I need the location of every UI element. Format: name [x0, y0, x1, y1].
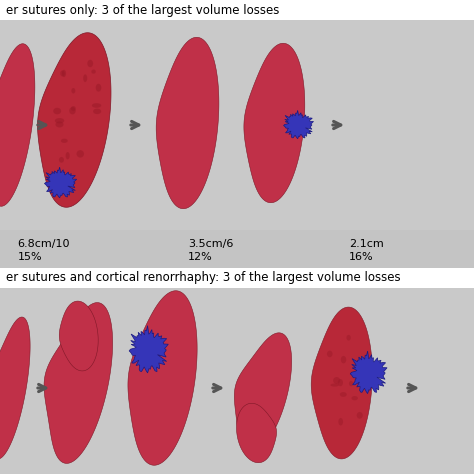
PathPatch shape	[37, 33, 111, 207]
Text: 16%: 16%	[349, 252, 374, 263]
Ellipse shape	[61, 139, 68, 143]
Ellipse shape	[69, 107, 76, 114]
Text: 15%: 15%	[18, 252, 42, 263]
PathPatch shape	[237, 403, 276, 463]
PathPatch shape	[244, 43, 305, 203]
Ellipse shape	[346, 335, 351, 341]
Ellipse shape	[83, 74, 87, 82]
PathPatch shape	[234, 333, 292, 453]
Ellipse shape	[338, 379, 343, 386]
Bar	[0, 0, 474, 20]
Ellipse shape	[359, 375, 365, 379]
Ellipse shape	[65, 152, 70, 159]
PathPatch shape	[128, 291, 197, 465]
Ellipse shape	[93, 109, 101, 114]
PathPatch shape	[44, 302, 113, 464]
Ellipse shape	[340, 392, 347, 397]
Bar	[0, 288, 474, 474]
PathPatch shape	[0, 44, 35, 206]
Ellipse shape	[59, 157, 64, 163]
Text: 6.8cm/10: 6.8cm/10	[18, 239, 70, 249]
Ellipse shape	[55, 121, 64, 128]
Ellipse shape	[333, 377, 340, 384]
Ellipse shape	[96, 84, 101, 91]
Ellipse shape	[351, 396, 358, 401]
Ellipse shape	[349, 381, 353, 386]
Ellipse shape	[62, 70, 66, 77]
PathPatch shape	[311, 307, 372, 459]
Ellipse shape	[60, 70, 65, 76]
Bar	[0, 20, 474, 230]
PathPatch shape	[59, 301, 98, 371]
Bar	[0, 230, 474, 268]
Ellipse shape	[330, 383, 339, 387]
Bar	[0, 268, 474, 288]
PathPatch shape	[45, 167, 77, 198]
Ellipse shape	[338, 418, 343, 426]
PathPatch shape	[156, 37, 219, 209]
Text: er sutures and cortical renorrhaphy: 3 of the largest volume losses: er sutures and cortical renorrhaphy: 3 o…	[6, 272, 401, 284]
Text: 2.1cm: 2.1cm	[349, 239, 384, 249]
Text: 3.5cm/6: 3.5cm/6	[188, 239, 234, 249]
Ellipse shape	[55, 118, 64, 123]
Text: 12%: 12%	[188, 252, 213, 263]
Text: er sutures only: 3 of the largest volume losses: er sutures only: 3 of the largest volume…	[6, 3, 279, 17]
PathPatch shape	[350, 351, 387, 393]
Ellipse shape	[91, 70, 96, 73]
PathPatch shape	[0, 317, 30, 459]
Ellipse shape	[71, 106, 76, 111]
Ellipse shape	[327, 351, 333, 357]
Ellipse shape	[87, 60, 93, 67]
PathPatch shape	[129, 326, 168, 373]
PathPatch shape	[283, 110, 313, 139]
Ellipse shape	[72, 88, 75, 93]
Ellipse shape	[53, 108, 61, 114]
Ellipse shape	[92, 103, 101, 108]
Ellipse shape	[76, 150, 84, 158]
Ellipse shape	[356, 412, 363, 419]
Ellipse shape	[341, 356, 346, 364]
